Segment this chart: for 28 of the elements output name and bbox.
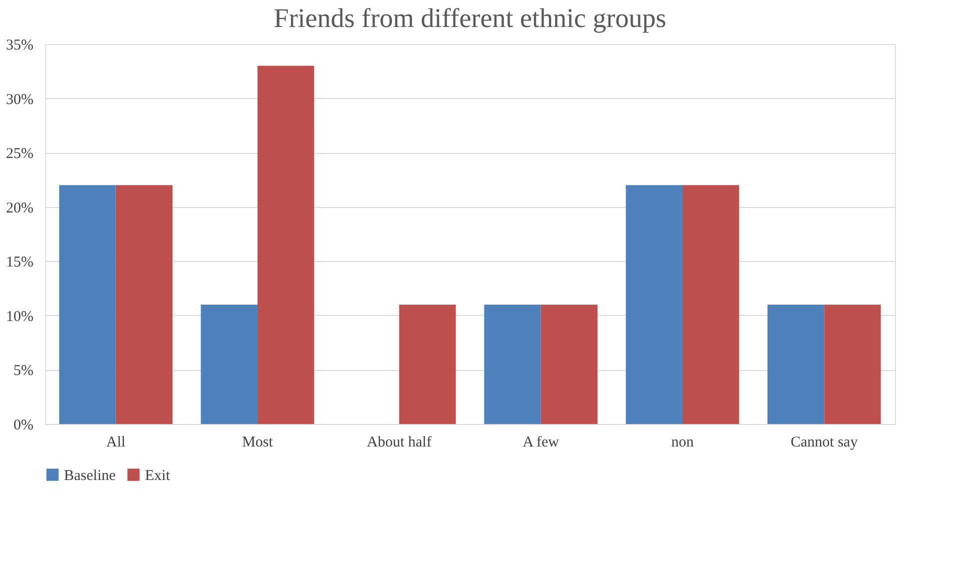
legend-label: Exit: [145, 468, 171, 484]
y-tick-label: 0%: [14, 418, 34, 434]
chart-title: Friends from different ethnic groups: [274, 3, 666, 33]
bar: [768, 304, 824, 424]
x-tick-label: Most: [242, 434, 274, 450]
y-tick-label: 15%: [6, 254, 34, 271]
x-tick-label: About half: [366, 434, 432, 450]
x-tick-label: Cannot say: [790, 434, 858, 450]
x-tick-label: A few: [522, 434, 560, 450]
bar: [484, 304, 541, 424]
bar: [399, 304, 456, 424]
y-tick-label: 20%: [6, 200, 34, 216]
bar: [540, 304, 598, 424]
y-tick-label: 30%: [6, 92, 34, 108]
bar: [59, 185, 116, 424]
bar: [626, 185, 682, 424]
x-tick-label: All: [106, 434, 126, 450]
y-tick-label: 10%: [6, 308, 34, 325]
y-tick-label: 35%: [6, 38, 34, 54]
bar: [258, 66, 314, 424]
bar: [682, 185, 740, 424]
legend-label: Baseline: [64, 468, 116, 484]
bar: [116, 185, 172, 424]
y-tick-label: 5%: [14, 363, 34, 380]
bar: [200, 304, 258, 424]
bar: [824, 304, 881, 424]
x-tick-label: non: [671, 434, 694, 450]
y-tick-label: 25%: [6, 146, 34, 162]
